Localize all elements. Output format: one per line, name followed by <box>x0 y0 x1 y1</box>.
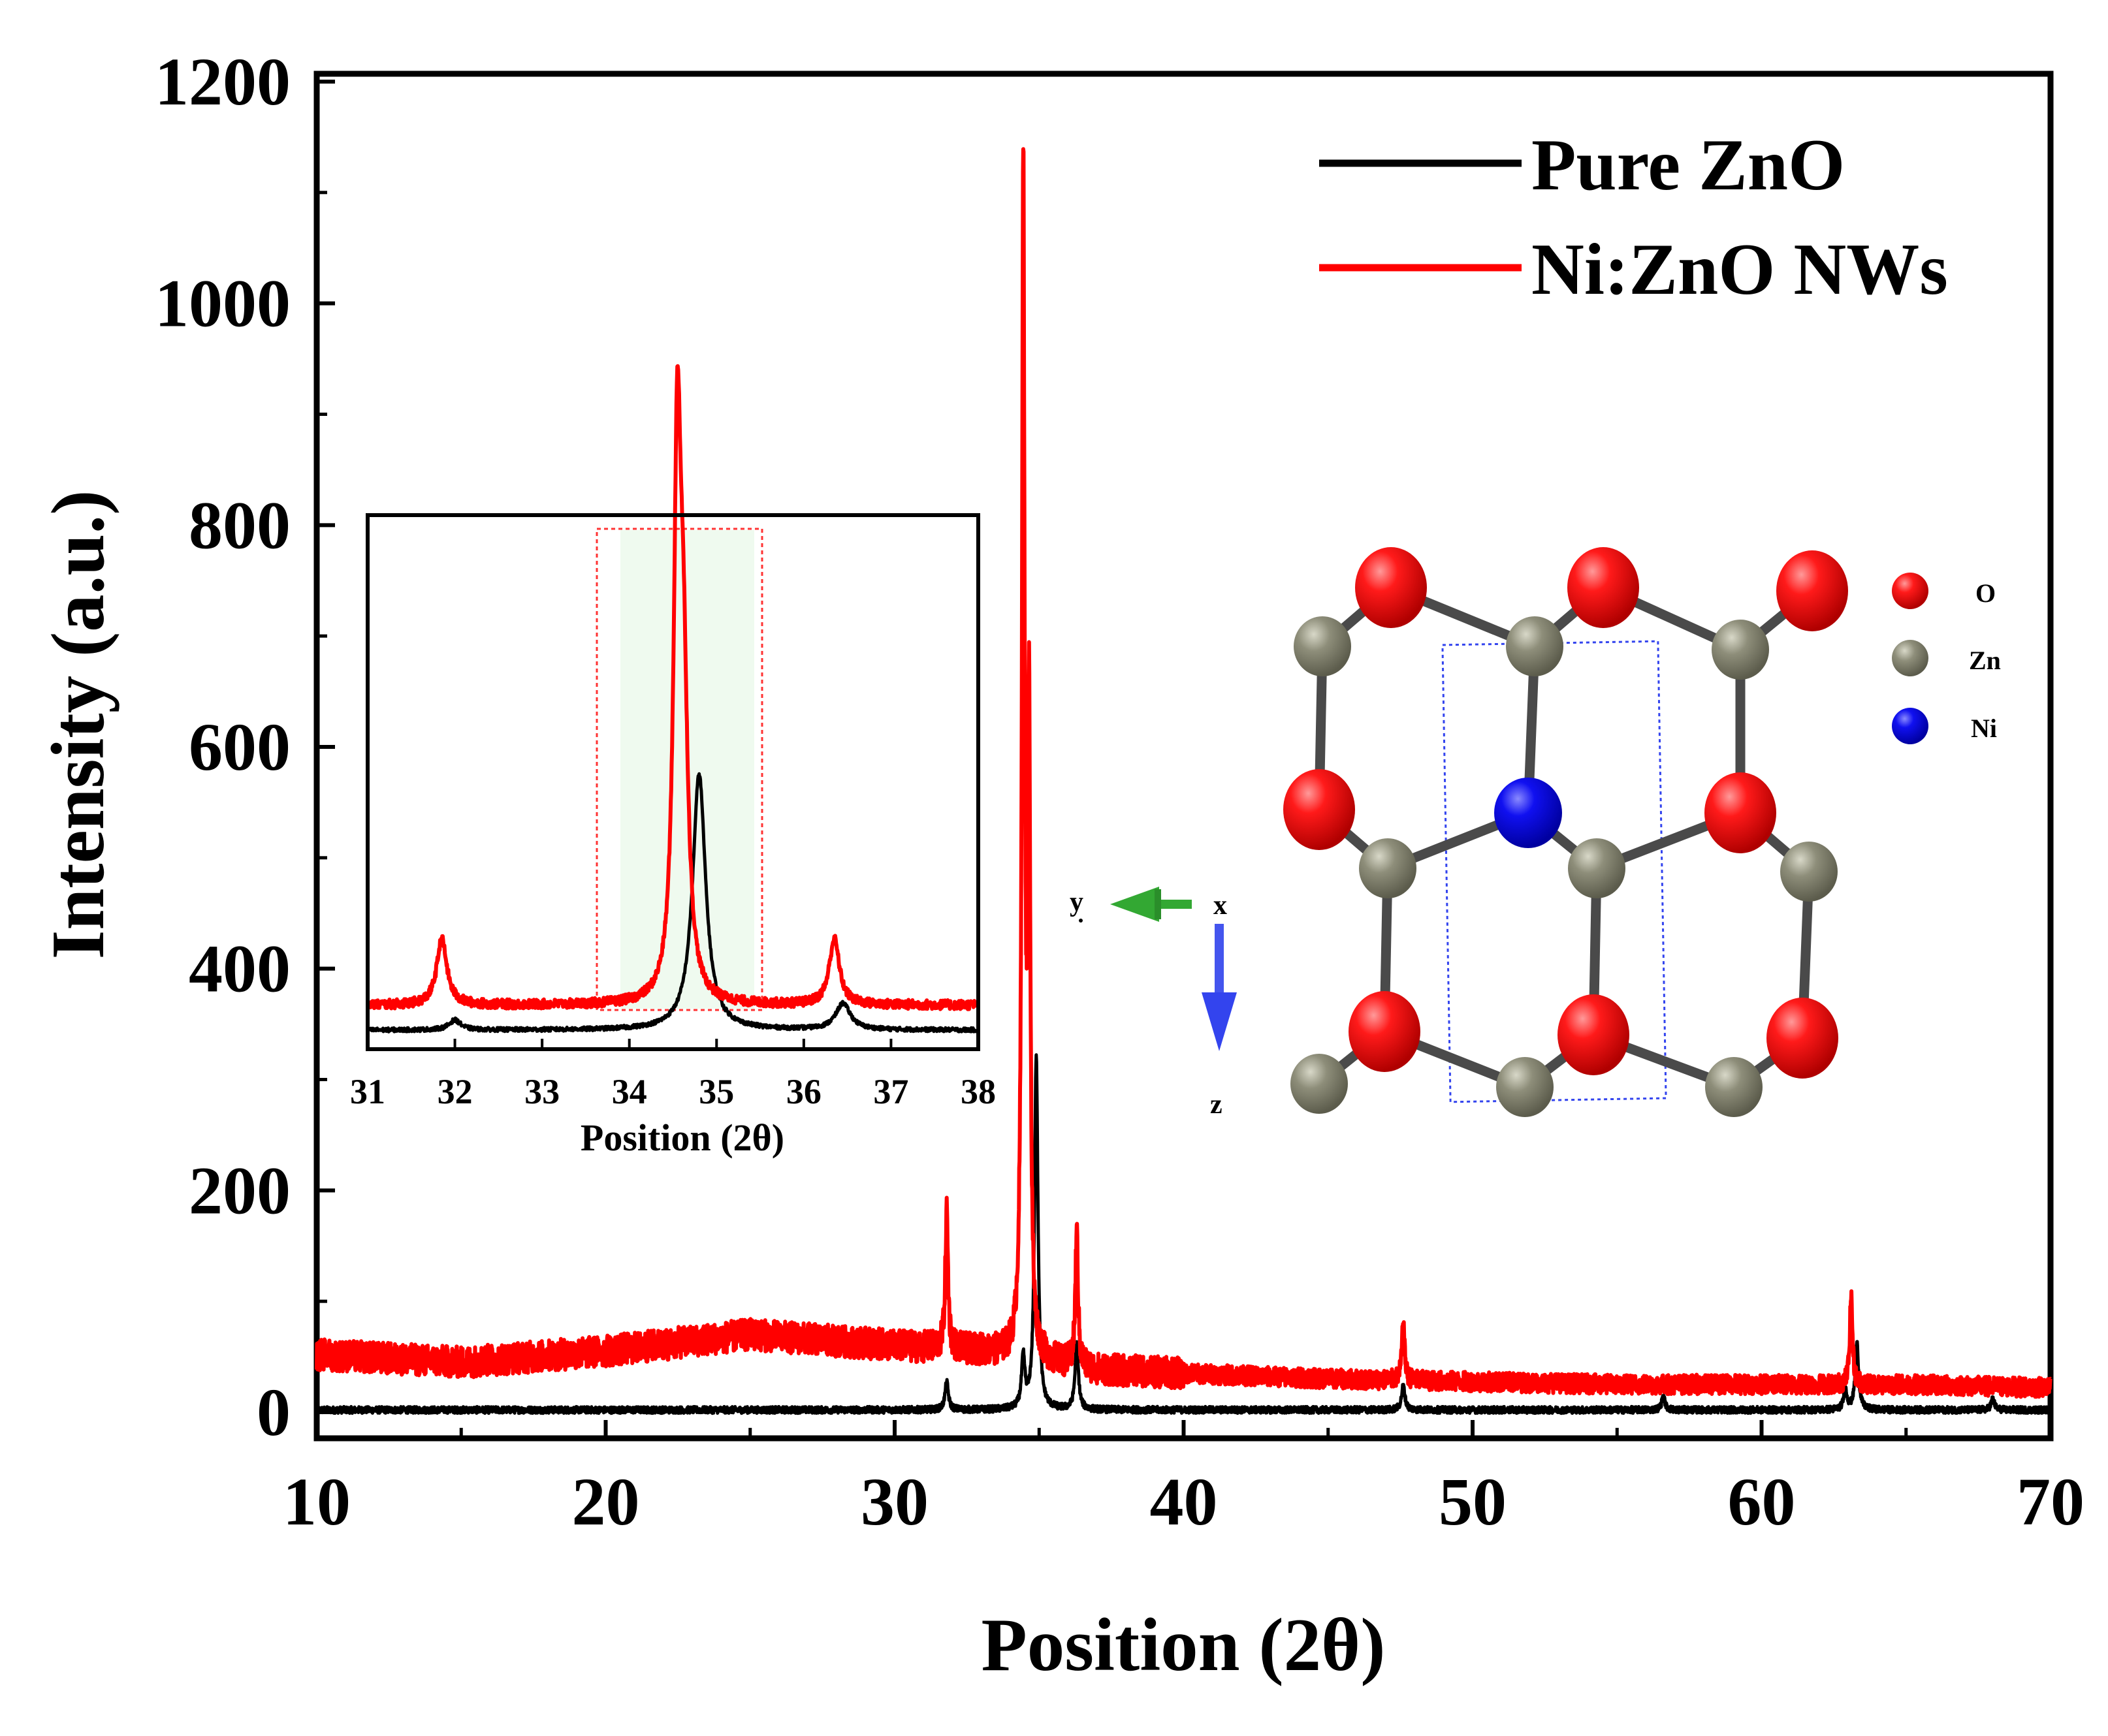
inset-x-tick-label: 36 <box>786 1072 822 1111</box>
main-x-tick-label: 30 <box>861 1464 929 1539</box>
atom-legend-ni: Ni <box>1971 714 1997 743</box>
atom-legend-o: O <box>1975 578 1996 608</box>
inset-axis-ticks <box>366 1039 980 1049</box>
triad-y-label-dot <box>1079 919 1083 923</box>
triad-z-label: z <box>1210 1090 1222 1120</box>
zn-atom-icon <box>1568 838 1625 898</box>
legend-label-pure-zno: Pure ZnO <box>1531 125 1845 206</box>
main-x-tick-label: 20 <box>572 1464 640 1539</box>
zn-atom-icon <box>1359 838 1416 898</box>
main-y-tick-label: 200 <box>189 1153 291 1228</box>
inset-x-tick-label: 33 <box>524 1072 560 1111</box>
ni-atom-icon <box>1494 778 1562 848</box>
inset-x-tick-label: 34 <box>612 1072 647 1111</box>
zn-atom-icon <box>1780 842 1838 902</box>
inset-x-tick-label: 35 <box>699 1072 734 1111</box>
main-y-tick-label: 1000 <box>155 266 291 341</box>
zn-atom-icon <box>1496 1057 1554 1117</box>
main-x-tick-label: 50 <box>1439 1464 1507 1539</box>
inset-x-tick-label: 37 <box>873 1072 908 1111</box>
o-atom-icon <box>1704 772 1776 853</box>
unit-cell-box <box>1441 640 1667 1103</box>
axis-triad: y x z <box>1070 887 1237 1120</box>
main-y-axis-title: Intensity (a.u.) <box>37 490 120 960</box>
inset-x-tick-label: 38 <box>961 1072 996 1111</box>
legend-label-ni-zno: Ni:ZnO NWs <box>1531 229 1948 310</box>
inset-x-tick-label: 31 <box>350 1072 385 1111</box>
z-axis-arrow-icon <box>1202 924 1237 1051</box>
triad-x-label: x <box>1213 891 1227 921</box>
main-x-tick-label: 40 <box>1150 1464 1218 1539</box>
main-y-tick-label: 600 <box>189 710 291 785</box>
atom-legend: O Zn Ni <box>1892 573 2001 744</box>
inset-axis-tick-labels: 31 32 33 34 35 36 37 38 <box>350 1072 996 1111</box>
ni-atom-icon <box>1892 708 1928 744</box>
zn-atom-icon <box>1712 620 1769 680</box>
o-atom-icon <box>1567 547 1639 628</box>
main-x-tick-label: 70 <box>2017 1464 2084 1539</box>
crystal-structure <box>1283 547 1848 1117</box>
zn-atom-icon <box>1290 1054 1348 1114</box>
main-y-tick-label: 800 <box>189 488 291 563</box>
o-atom-icon <box>1349 991 1420 1072</box>
triad-y-label: y <box>1070 887 1083 917</box>
series-ni-zno-line <box>315 147 2052 1399</box>
o-atom-icon <box>1776 550 1848 631</box>
main-y-tick-label: 1200 <box>155 44 291 119</box>
main-axis-ticks <box>315 80 2052 1438</box>
zn-atom-icon <box>1294 616 1351 676</box>
o-atom-icon <box>1283 769 1355 850</box>
inset-x-axis-title: Position (2θ) <box>581 1116 784 1159</box>
main-y-tick-label: 400 <box>189 932 291 1007</box>
zn-atom-icon <box>1705 1057 1763 1117</box>
legend: Pure ZnO Ni:ZnO NWs <box>1319 125 1948 310</box>
inset: 31 32 33 34 35 36 37 38 Position (2θ) <box>350 364 996 1159</box>
inset-x-tick-label: 32 <box>438 1072 473 1111</box>
main-x-tick-label: 60 <box>1728 1464 1796 1539</box>
inset-zoom-box <box>596 528 763 1011</box>
main-x-tick-label: 10 <box>283 1464 351 1539</box>
o-atom-icon <box>1355 547 1427 628</box>
main-y-tick-label: 0 <box>257 1375 291 1450</box>
o-atom-icon <box>1766 998 1838 1079</box>
inset-series-ni-zno-line <box>368 364 978 1011</box>
y-axis-arrow-icon <box>1110 887 1192 922</box>
inset-plot-frame <box>366 513 980 1051</box>
o-atom-icon <box>1892 573 1928 609</box>
zn-atom-icon <box>1892 640 1928 676</box>
main-series-group <box>315 147 2052 1415</box>
main-axis-tick-labels: 10 20 30 40 50 60 70 0 200 400 600 800 1000 1200 <box>155 44 2084 1539</box>
atom-legend-zn: Zn <box>1969 646 2001 675</box>
inset-series-pure-zno-line <box>368 772 978 1034</box>
o-atom-icon <box>1557 994 1629 1075</box>
zn-atom-icon <box>1506 616 1563 676</box>
atoms <box>1283 547 1848 1117</box>
series-pure-zno-line <box>315 1053 2052 1415</box>
main-x-axis-title: Position (2θ) <box>981 1603 1385 1686</box>
inset-series-group <box>368 364 978 1034</box>
